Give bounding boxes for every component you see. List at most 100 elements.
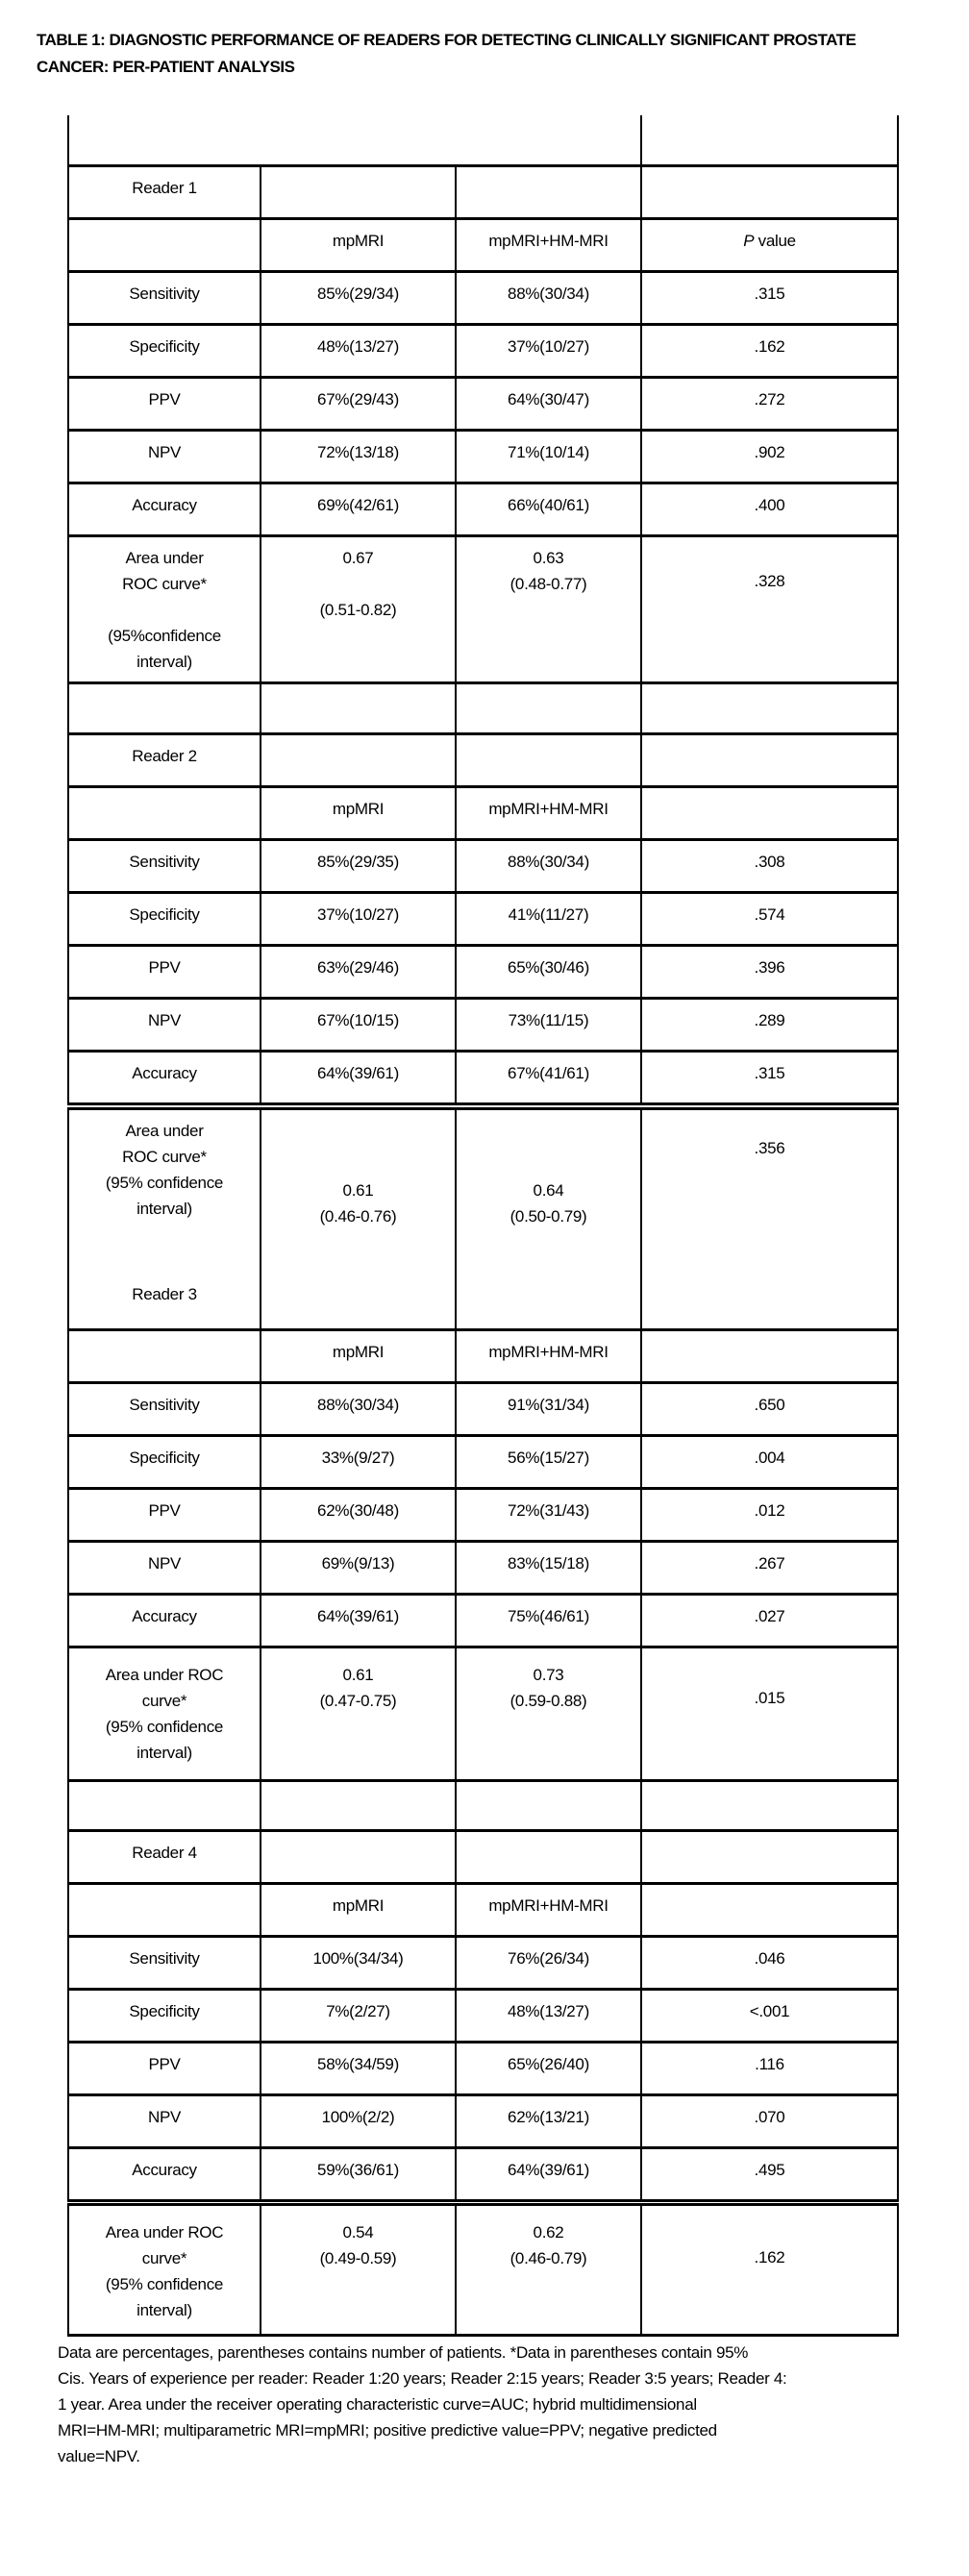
col-header-combo: mpMRI+HM-MRI (455, 216, 642, 273)
value-pvalue: .495 (640, 2146, 899, 2202)
empty-cell (260, 1779, 457, 1832)
empty-cell (640, 1882, 899, 1938)
row-label: Specificity (67, 1988, 261, 2043)
empty-cell (640, 115, 899, 167)
row-label: Sensitivity (67, 269, 261, 326)
table-row: Area under ROC curve* (95% confidence in… (67, 1646, 899, 1782)
reader-title: Reader 3 (132, 1285, 197, 1303)
table-title-line2: CANCER: PER-PATIENT ANALYSIS (37, 58, 295, 76)
table-row: NPV 69%(9/13) 83%(15/18) .267 (67, 1540, 899, 1596)
row-label: PPV (67, 943, 261, 1000)
value-combo: 64%(39/61) (455, 2146, 642, 2202)
value-pvalue: .308 (640, 837, 899, 894)
value-combo: 62%(13/21) (455, 2093, 642, 2149)
row-label: NPV (67, 2093, 261, 2149)
table-row: Accuracy 59%(36/61) 64%(39/61) .495 (67, 2146, 899, 2202)
row-label: PPV (67, 2041, 261, 2096)
empty-cell (640, 1328, 899, 1384)
value-mpmri: 67%(10/15) (260, 996, 457, 1053)
empty-cell (456, 115, 642, 167)
empty-cell (640, 1779, 899, 1832)
empty-cell (67, 115, 261, 167)
table-row: Specificity 33%(9/27) 56%(15/27) .004 (67, 1434, 899, 1490)
value-combo: 72%(31/43) (455, 1487, 642, 1543)
empty-cell (67, 1779, 261, 1832)
value-mpmri: 67%(29/43) (260, 375, 457, 432)
roc-row-label: Area under ROC curve* (95% confidence in… (67, 1646, 261, 1782)
roc-value-combo: 0.62 (0.46-0.79) (455, 2203, 642, 2337)
value-mpmri: 7%(2/27) (260, 1988, 457, 2043)
value-combo: 48%(13/27) (455, 1988, 642, 2043)
value-mpmri: 48%(13/27) (260, 322, 457, 379)
table-row: Reader 2 (67, 731, 899, 788)
roc-value-pvalue: .356 (640, 1107, 899, 1331)
value-pvalue: .400 (640, 481, 899, 537)
roc-value-combo: 0.63 (0.48-0.77) (455, 533, 642, 684)
table-row: NPV 72%(13/18) 71%(10/14) .902 (67, 428, 899, 484)
value-pvalue: .012 (640, 1487, 899, 1543)
table-row: Specificity 37%(10/27) 41%(11/27) .574 (67, 890, 899, 947)
value-combo: 65%(30/46) (455, 943, 642, 1000)
value-mpmri: 62%(30/48) (260, 1487, 457, 1543)
value-combo: 75%(46/61) (455, 1593, 642, 1648)
row-label: PPV (67, 1487, 261, 1543)
value-pvalue: .162 (640, 322, 899, 379)
table-row: Accuracy 64%(39/61) 75%(46/61) .027 (67, 1593, 899, 1648)
footnote-line: value=NPV. (58, 2447, 140, 2465)
table-row: PPV 62%(30/48) 72%(31/43) .012 (67, 1487, 899, 1543)
value-mpmri: 64%(39/61) (260, 1593, 457, 1648)
roc-value-pvalue: .015 (640, 1646, 899, 1782)
table-row (67, 1779, 899, 1832)
value-pvalue: .027 (640, 1593, 899, 1648)
value-pvalue: .650 (640, 1381, 899, 1437)
empty-cell (67, 1882, 261, 1938)
table-row (67, 115, 899, 167)
table-row: mpMRI mpMRI+HM-MRI (67, 1328, 899, 1384)
roc-value-combo: 0.64 (0.50-0.79) (455, 1107, 642, 1331)
col-header-pvalue: P value (640, 216, 899, 273)
table-row: Area under ROC curve* (95%confidence int… (67, 533, 899, 684)
value-pvalue: .116 (640, 2041, 899, 2096)
col-header-mpmri: mpMRI (260, 216, 457, 273)
value-mpmri: 69%(42/61) (260, 481, 457, 537)
table-row (67, 681, 899, 735)
empty-cell (67, 681, 261, 735)
table-row: Accuracy 69%(42/61) 66%(40/61) .400 (67, 481, 899, 537)
roc-value-mpmri: 0.67 (0.51-0.82) (260, 533, 457, 684)
table-row: Area under ROC curve* (95% confidence in… (67, 2203, 899, 2337)
value-mpmri: 72%(13/18) (260, 428, 457, 484)
table-title: TABLE 1: DIAGNOSTIC PERFORMANCE OF READE… (37, 27, 945, 81)
table-row: Reader 4 (67, 1829, 899, 1885)
value-combo: 83%(15/18) (455, 1540, 642, 1596)
empty-cell (640, 784, 899, 841)
col-header-combo: mpMRI+HM-MRI (455, 1882, 642, 1938)
row-label: Accuracy (67, 2146, 261, 2202)
row-label: Specificity (67, 1434, 261, 1490)
value-mpmri: 69%(9/13) (260, 1540, 457, 1596)
value-combo: 76%(26/34) (455, 1935, 642, 1991)
value-combo: 91%(31/34) (455, 1381, 642, 1437)
value-pvalue: .070 (640, 2093, 899, 2149)
empty-cell (640, 681, 899, 735)
value-combo: 88%(30/34) (455, 837, 642, 894)
table-row: Sensitivity 85%(29/34) 88%(30/34) .315 (67, 269, 899, 326)
table-row: Specificity 7%(2/27) 48%(13/27) <.001 (67, 1988, 899, 2043)
empty-cell (261, 115, 456, 167)
empty-cell (455, 681, 642, 735)
pvalue-p-italic: P (743, 231, 755, 250)
value-combo: 41%(11/27) (455, 890, 642, 947)
footnote: Data are percentages, parentheses contai… (58, 2340, 923, 2469)
row-label: NPV (67, 996, 261, 1053)
empty-cell (260, 163, 457, 220)
value-mpmri: 63%(29/46) (260, 943, 457, 1000)
value-combo: 71%(10/14) (455, 428, 642, 484)
table-row: Area under ROC curve* (95% confidence in… (67, 1107, 899, 1331)
value-combo: 66%(40/61) (455, 481, 642, 537)
table-row: NPV 67%(10/15) 73%(11/15) .289 (67, 996, 899, 1053)
empty-cell (260, 731, 457, 788)
value-mpmri: 58%(34/59) (260, 2041, 457, 2096)
value-mpmri: 100%(2/2) (260, 2093, 457, 2149)
table-section-readers-1-2: Reader 1 mpMRI mpMRI+HM-MRI P value Sens… (67, 115, 899, 1105)
empty-cell (260, 681, 457, 735)
